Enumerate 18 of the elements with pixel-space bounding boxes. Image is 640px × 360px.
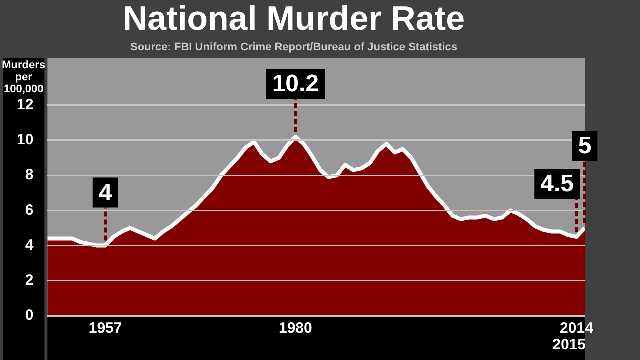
text: 2015	[552, 336, 586, 354]
y-tick-label: 6	[25, 202, 34, 219]
annotation: 4.5	[540, 170, 574, 198]
y-tick-label: 10	[16, 132, 34, 149]
y-tick-label: 4	[25, 236, 34, 254]
y-tick-label: 2	[25, 272, 34, 290]
chart-subtitle: Source: FBI Uniform Crime Report/Bureau of Justice Statistics	[130, 41, 458, 54]
y-tick-label: 12	[16, 96, 34, 114]
y-axis-title: Murders per 100,000	[2, 60, 46, 96]
y-tick-label: 0	[25, 307, 34, 324]
annotation: 10.2	[272, 70, 320, 98]
x-tick-label: 1980	[278, 320, 312, 338]
x-tick-label: 1957	[88, 320, 122, 338]
y-tick-label: 8	[25, 166, 34, 184]
x-tick-label: 2014	[560, 320, 594, 338]
chart-title: National Murder Rate	[123, 0, 465, 38]
annotation: 4	[98, 179, 113, 206]
annotation: 5	[578, 132, 592, 160]
